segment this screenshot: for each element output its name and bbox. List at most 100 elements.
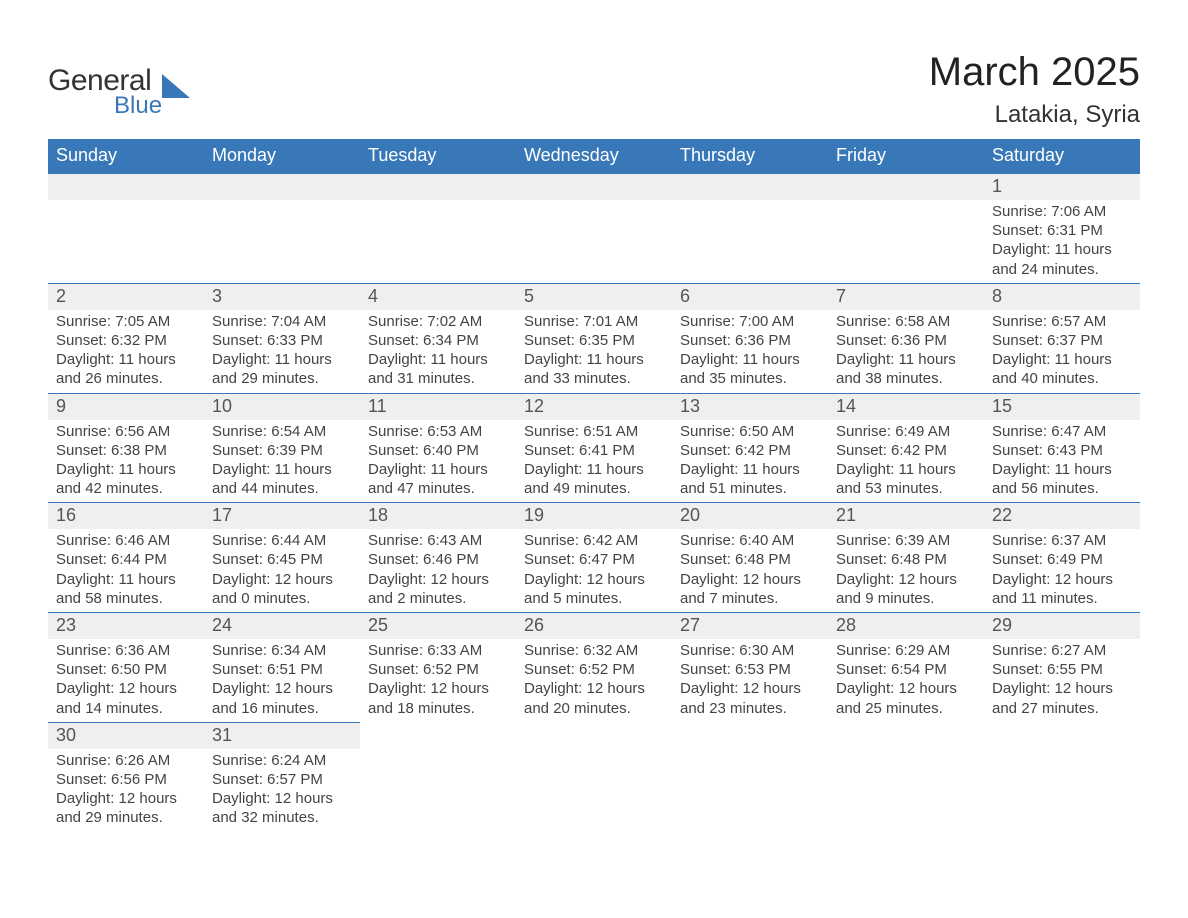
day-detail-cell: Sunrise: 6:26 AMSunset: 6:56 PMDaylight:… bbox=[48, 749, 204, 832]
day-sunrise: Sunrise: 6:42 AM bbox=[524, 531, 664, 550]
day-day2: and 42 minutes. bbox=[56, 479, 196, 498]
day-day1: Daylight: 11 hours bbox=[524, 460, 664, 479]
day-detail-cell bbox=[48, 200, 204, 283]
day-day1: Daylight: 12 hours bbox=[836, 570, 976, 589]
day-sunrise: Sunrise: 6:29 AM bbox=[836, 641, 976, 660]
day-number-cell bbox=[984, 722, 1140, 749]
day-number-cell bbox=[48, 173, 204, 200]
day-detail-cell: Sunrise: 7:05 AMSunset: 6:32 PMDaylight:… bbox=[48, 310, 204, 393]
day-day1: Daylight: 12 hours bbox=[992, 679, 1132, 698]
day-sunset: Sunset: 6:57 PM bbox=[212, 770, 352, 789]
day-sunrise: Sunrise: 7:04 AM bbox=[212, 312, 352, 331]
day-sunset: Sunset: 6:54 PM bbox=[836, 660, 976, 679]
day-sunrise: Sunrise: 7:05 AM bbox=[56, 312, 196, 331]
day-sunset: Sunset: 6:33 PM bbox=[212, 331, 352, 350]
day-sunset: Sunset: 6:48 PM bbox=[680, 550, 820, 569]
day-sunset: Sunset: 6:37 PM bbox=[992, 331, 1132, 350]
day-number-cell bbox=[672, 173, 828, 200]
day-number-cell bbox=[360, 173, 516, 200]
day-detail-cell: Sunrise: 6:29 AMSunset: 6:54 PMDaylight:… bbox=[828, 639, 984, 722]
day-day1: Daylight: 12 hours bbox=[212, 789, 352, 808]
day-number-cell: 18 bbox=[360, 502, 516, 529]
day-sunset: Sunset: 6:42 PM bbox=[680, 441, 820, 460]
day-day1: Daylight: 11 hours bbox=[836, 350, 976, 369]
day-day2: and 25 minutes. bbox=[836, 699, 976, 718]
day-day1: Daylight: 12 hours bbox=[212, 679, 352, 698]
day-sunrise: Sunrise: 7:06 AM bbox=[992, 202, 1132, 221]
day-detail-cell bbox=[984, 749, 1140, 832]
day-number-cell: 11 bbox=[360, 393, 516, 420]
day-sunrise: Sunrise: 6:56 AM bbox=[56, 422, 196, 441]
day-day2: and 47 minutes. bbox=[368, 479, 508, 498]
day-detail-cell bbox=[360, 200, 516, 283]
day-day1: Daylight: 12 hours bbox=[836, 679, 976, 698]
day-day2: and 27 minutes. bbox=[992, 699, 1132, 718]
day-day1: Daylight: 12 hours bbox=[56, 789, 196, 808]
day-day1: Daylight: 12 hours bbox=[680, 679, 820, 698]
day-day2: and 51 minutes. bbox=[680, 479, 820, 498]
day-day1: Daylight: 11 hours bbox=[992, 460, 1132, 479]
day-sunset: Sunset: 6:43 PM bbox=[992, 441, 1132, 460]
day-number-cell: 12 bbox=[516, 393, 672, 420]
day-sunset: Sunset: 6:49 PM bbox=[992, 550, 1132, 569]
day-sunrise: Sunrise: 6:27 AM bbox=[992, 641, 1132, 660]
day-detail-cell: Sunrise: 6:30 AMSunset: 6:53 PMDaylight:… bbox=[672, 639, 828, 722]
day-sunrise: Sunrise: 6:34 AM bbox=[212, 641, 352, 660]
day-day1: Daylight: 12 hours bbox=[524, 570, 664, 589]
day-number-cell: 15 bbox=[984, 393, 1140, 420]
day-detail-cell: Sunrise: 6:43 AMSunset: 6:46 PMDaylight:… bbox=[360, 529, 516, 612]
day-sunrise: Sunrise: 6:50 AM bbox=[680, 422, 820, 441]
day-sunset: Sunset: 6:34 PM bbox=[368, 331, 508, 350]
day-sunrise: Sunrise: 6:39 AM bbox=[836, 531, 976, 550]
day-day2: and 16 minutes. bbox=[212, 699, 352, 718]
day-number-cell: 25 bbox=[360, 612, 516, 639]
day-sunrise: Sunrise: 6:58 AM bbox=[836, 312, 976, 331]
day-number-cell: 20 bbox=[672, 502, 828, 529]
day-day2: and 53 minutes. bbox=[836, 479, 976, 498]
day-sunset: Sunset: 6:39 PM bbox=[212, 441, 352, 460]
day-day2: and 32 minutes. bbox=[212, 808, 352, 827]
day-detail-cell bbox=[672, 749, 828, 832]
day-detail-cell bbox=[516, 749, 672, 832]
calendar-table: SundayMondayTuesdayWednesdayThursdayFrid… bbox=[48, 139, 1140, 832]
day-sunrise: Sunrise: 6:54 AM bbox=[212, 422, 352, 441]
day-sunset: Sunset: 6:41 PM bbox=[524, 441, 664, 460]
brand-name-bottom: Blue bbox=[114, 92, 162, 120]
day-day1: Daylight: 11 hours bbox=[56, 570, 196, 589]
day-sunrise: Sunrise: 6:43 AM bbox=[368, 531, 508, 550]
day-detail-cell bbox=[828, 749, 984, 832]
calendar-head: SundayMondayTuesdayWednesdayThursdayFrid… bbox=[48, 139, 1140, 173]
day-detail-cell bbox=[828, 200, 984, 283]
day-day2: and 20 minutes. bbox=[524, 699, 664, 718]
day-detail-cell: Sunrise: 6:24 AMSunset: 6:57 PMDaylight:… bbox=[204, 749, 360, 832]
day-detail-cell: Sunrise: 6:56 AMSunset: 6:38 PMDaylight:… bbox=[48, 420, 204, 503]
day-detail-cell: Sunrise: 7:02 AMSunset: 6:34 PMDaylight:… bbox=[360, 310, 516, 393]
day-day2: and 58 minutes. bbox=[56, 589, 196, 608]
day-sunrise: Sunrise: 6:33 AM bbox=[368, 641, 508, 660]
day-day1: Daylight: 11 hours bbox=[524, 350, 664, 369]
day-day1: Daylight: 11 hours bbox=[212, 460, 352, 479]
day-sunset: Sunset: 6:44 PM bbox=[56, 550, 196, 569]
day-sunset: Sunset: 6:48 PM bbox=[836, 550, 976, 569]
day-day2: and 23 minutes. bbox=[680, 699, 820, 718]
day-detail-cell: Sunrise: 6:44 AMSunset: 6:45 PMDaylight:… bbox=[204, 529, 360, 612]
day-number-cell: 3 bbox=[204, 283, 360, 310]
day-number-cell: 26 bbox=[516, 612, 672, 639]
day-day1: Daylight: 11 hours bbox=[368, 350, 508, 369]
day-sunrise: Sunrise: 6:26 AM bbox=[56, 751, 196, 770]
day-day2: and 29 minutes. bbox=[56, 808, 196, 827]
day-sunset: Sunset: 6:47 PM bbox=[524, 550, 664, 569]
day-detail-cell: Sunrise: 6:40 AMSunset: 6:48 PMDaylight:… bbox=[672, 529, 828, 612]
day-day2: and 14 minutes. bbox=[56, 699, 196, 718]
day-number-cell: 19 bbox=[516, 502, 672, 529]
day-day2: and 26 minutes. bbox=[56, 369, 196, 388]
day-number-cell: 24 bbox=[204, 612, 360, 639]
day-day2: and 31 minutes. bbox=[368, 369, 508, 388]
title-block: March 2025 Latakia, Syria bbox=[929, 50, 1140, 129]
day-sunrise: Sunrise: 6:36 AM bbox=[56, 641, 196, 660]
day-day1: Daylight: 11 hours bbox=[56, 350, 196, 369]
day-sunset: Sunset: 6:50 PM bbox=[56, 660, 196, 679]
month-title: March 2025 bbox=[929, 50, 1140, 95]
day-detail-cell: Sunrise: 6:46 AMSunset: 6:44 PMDaylight:… bbox=[48, 529, 204, 612]
day-number-cell: 23 bbox=[48, 612, 204, 639]
